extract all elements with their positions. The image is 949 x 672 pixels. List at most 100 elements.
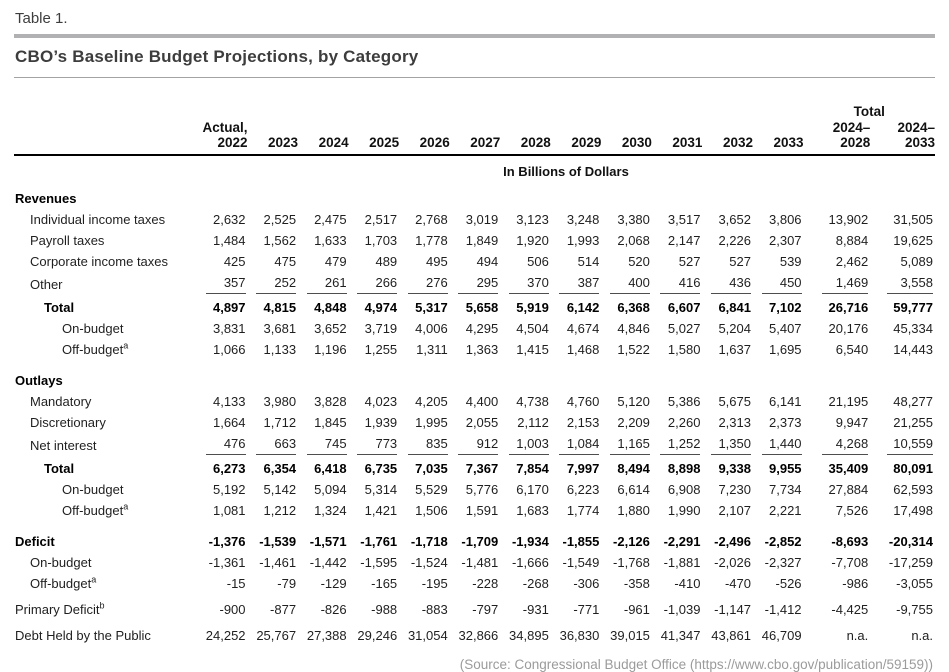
table-row: On-budget 3,831 3,681 3,652 3,719 4,006 4,295 4…: [14, 318, 935, 339]
value-cell: 3,652: [718, 212, 751, 227]
total-span-header: Total: [853, 104, 885, 119]
value-cell: 6,223: [566, 482, 600, 497]
value-cell: 4,400: [465, 394, 499, 409]
value-cell: 5,407: [769, 321, 802, 336]
row-label: Payroll taxes: [30, 233, 105, 248]
value-cell: 5,317: [415, 300, 448, 315]
footnote-marker: a: [91, 574, 97, 585]
value-cell: 2,112: [517, 415, 549, 430]
value-cell: 4,674: [566, 321, 600, 336]
value-cell: -1,361: [208, 555, 246, 570]
value-cell: 27,884: [828, 482, 869, 497]
value-cell: 7,035: [415, 461, 448, 476]
value-cell: 1,350: [702, 433, 753, 458]
footnote-marker: a: [123, 501, 129, 512]
table-row: On-budget -1,361 -1,461 -1,442 -1,595 -1,524-…: [14, 552, 935, 573]
value-cell: -900: [219, 602, 246, 617]
value-cell: 6,841: [718, 300, 751, 315]
value-cell: 1,415: [516, 342, 549, 357]
value-cell: 295: [450, 272, 501, 297]
value-cell: 520: [628, 254, 650, 269]
column-header: 2024– 2033: [870, 120, 935, 156]
value-cell: 2,768: [415, 212, 448, 227]
value-cell: 4,023: [364, 394, 398, 409]
value-cell: -2,026: [714, 555, 751, 570]
value-cell: 20,176: [828, 321, 869, 336]
value-cell: 6,142: [566, 300, 600, 315]
value-cell: 5,675: [718, 394, 751, 409]
value-cell: 1,440: [753, 433, 804, 458]
row-label-header: [14, 120, 197, 156]
column-header: 2033: [753, 120, 804, 156]
value-cell: 80,091: [893, 461, 933, 476]
value-cell: 527: [678, 254, 701, 269]
value-cell: -15: [226, 576, 246, 591]
value-cell: -7,708: [831, 555, 869, 570]
value-cell: -410: [674, 576, 701, 591]
value-cell: 1,920: [516, 233, 549, 248]
value-cell: 5,658: [465, 300, 499, 315]
value-cell: 19,625: [893, 233, 933, 248]
value-cell: 2,462: [835, 254, 869, 269]
value-cell: 59,777: [893, 300, 933, 315]
value-cell: 494: [476, 254, 499, 269]
value-cell: 2,475: [314, 212, 347, 227]
value-cell: 4,205: [415, 394, 448, 409]
value-cell: 3,828: [314, 394, 347, 409]
value-cell: 5,386: [667, 394, 701, 409]
value-cell: 6,735: [364, 461, 398, 476]
value-cell: 2,517: [364, 212, 398, 227]
row-label: Mandatory: [30, 394, 92, 409]
column-header: 2032: [702, 120, 753, 156]
value-cell: 1,324: [314, 503, 347, 518]
value-cell: -8,693: [831, 534, 869, 549]
value-cell: 10,559: [870, 433, 935, 458]
table-row: Total 6,273 6,354 6,418 6,735 7,035 7,367 7,854…: [14, 458, 935, 479]
row-label: Deficit: [15, 534, 55, 549]
table-row: Off-budgeta 1,066 1,133 1,196 1,255 1,311 1,36…: [14, 339, 935, 360]
value-cell: 1,683: [516, 503, 549, 518]
value-cell: 3,248: [566, 212, 600, 227]
row-label: Debt Held by the Public: [15, 628, 151, 643]
table-row: On-budget 5,192 5,142 5,094 5,314 5,529 5,776 6…: [14, 479, 935, 500]
value-cell: 2,221: [769, 503, 802, 518]
value-cell: 34,895: [509, 628, 549, 643]
value-cell: 9,955: [769, 461, 802, 476]
value-cell: 2,209: [617, 415, 650, 430]
value-cell: -961: [623, 602, 650, 617]
value-cell: -470: [724, 576, 751, 591]
value-cell: 6,418: [314, 461, 347, 476]
value-cell: -1,768: [613, 555, 650, 570]
value-cell: 1,212: [263, 503, 297, 518]
units-label: In Billions of Dollars: [503, 164, 629, 179]
value-cell: 476: [197, 433, 248, 458]
value-cell: 1,695: [769, 342, 802, 357]
row-label: Corporate income taxes: [30, 254, 169, 269]
value-cell: -79: [277, 576, 297, 591]
value-cell: 1,311: [416, 342, 448, 357]
value-cell: 357: [197, 272, 248, 297]
value-cell: 450: [753, 272, 804, 297]
header-spacer: [14, 104, 804, 120]
value-cell: 1,580: [667, 342, 701, 357]
value-cell: 7,102: [769, 300, 802, 315]
value-cell: -2,327: [764, 555, 802, 570]
value-cell: 1,084: [551, 433, 602, 458]
table-row: Payroll taxes 1,484 1,562 1,633 1,703 1,778 1,…: [14, 230, 935, 251]
value-cell: -2,496: [714, 534, 751, 549]
value-cell: -1,595: [360, 555, 398, 570]
value-cell: 745: [298, 433, 349, 458]
value-cell: 8,898: [667, 461, 701, 476]
value-cell: 6,354: [263, 461, 297, 476]
value-cell: 489: [375, 254, 398, 269]
value-cell: 3,681: [263, 321, 297, 336]
value-cell: -4,425: [831, 602, 869, 617]
row-label: Individual income taxes: [30, 212, 166, 227]
footnote-marker: a: [123, 340, 129, 351]
value-cell: 3,831: [212, 321, 246, 336]
value-cell: 7,997: [566, 461, 600, 476]
value-cell: -1,481: [461, 555, 499, 570]
value-cell: 3,517: [667, 212, 701, 227]
value-cell: 2,260: [667, 415, 701, 430]
value-cell: -1,855: [562, 534, 600, 549]
